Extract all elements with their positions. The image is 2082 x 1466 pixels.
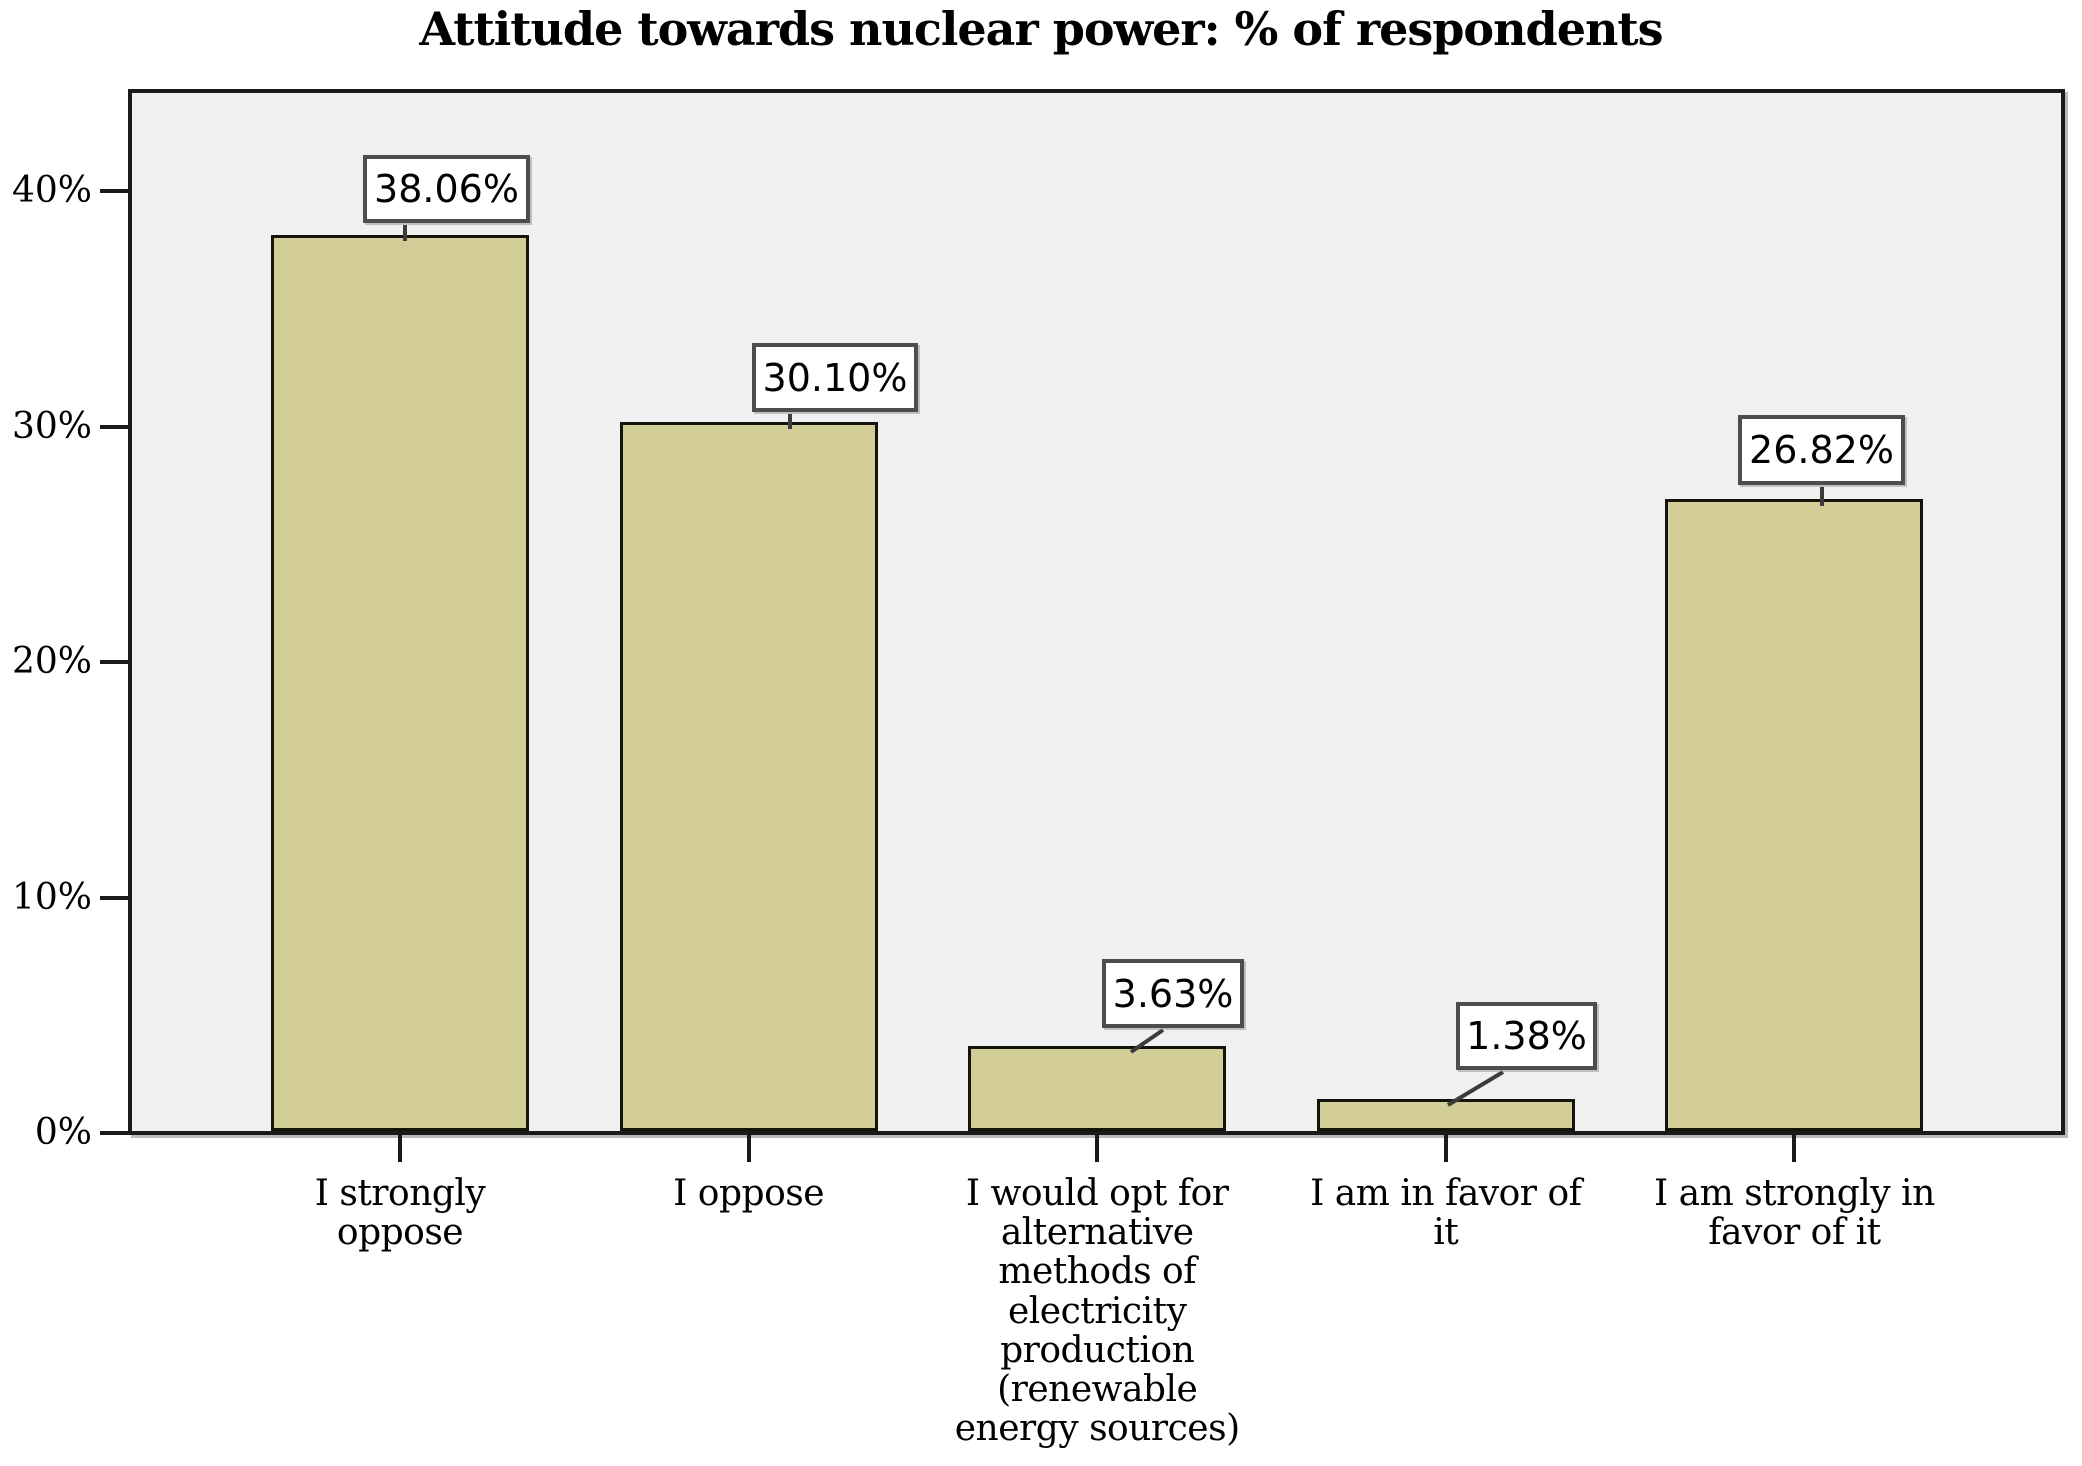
y-axis-tick-label: 40% [11,170,92,211]
y-axis-tick [100,895,128,900]
chart-title: Attitude towards nuclear power: % of res… [419,2,1663,56]
y-axis-tick [100,189,128,193]
value-label: 26.82% [1738,415,1905,485]
category-label: I am in favor of it [1310,1173,1582,1254]
bar [968,1045,1227,1131]
y-axis-tick [100,660,128,664]
category-label: I oppose [673,1173,825,1214]
y-axis-tick-label: 30% [11,405,92,447]
value-label: 3.63% [1102,959,1244,1028]
bar [1665,499,1924,1131]
y-axis-tick [100,1131,128,1135]
x-axis-tick [1095,1135,1100,1162]
x-axis-tick [398,1135,402,1162]
y-axis-tick-label: 10% [11,876,92,918]
value-label: 1.38% [1456,1002,1597,1070]
value-label: 30.10% [752,343,918,412]
bar [619,422,878,1131]
x-axis-tick [746,1135,751,1162]
category-label: I am strongly in favor of it [1654,1173,1935,1254]
category-label: I strongly oppose [314,1173,486,1254]
x-axis-tick [1792,1135,1797,1162]
category-label: I would opt for alternative methods of e… [954,1173,1240,1450]
bar [271,234,529,1131]
value-label: 38.06% [363,155,530,223]
y-axis-tick-label: 20% [11,641,92,682]
y-axis-tick-label: 0% [34,1112,92,1153]
y-axis-tick [100,424,128,429]
bar [1316,1098,1575,1131]
x-axis-tick [1443,1135,1448,1162]
